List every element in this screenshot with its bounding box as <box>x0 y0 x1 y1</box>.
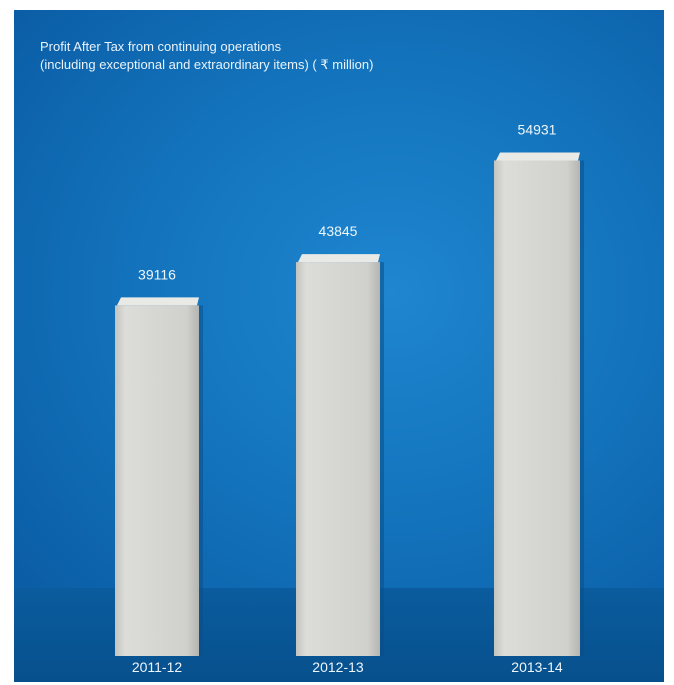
chart-subtitle-line: (including exceptional and extraordinary… <box>40 57 374 72</box>
bar-top <box>496 152 580 161</box>
bar-top <box>117 297 199 306</box>
value-label: 54931 <box>518 121 557 137</box>
bar-shadow <box>578 160 584 657</box>
bar-2012-13 <box>296 254 384 656</box>
bar-2013-14 <box>494 152 584 657</box>
bar-face <box>296 262 380 656</box>
value-label: 43845 <box>319 223 358 239</box>
bar-shadow <box>197 305 203 656</box>
bar-face <box>115 305 199 656</box>
chart-title-line: Profit After Tax from continuing operati… <box>40 39 282 54</box>
category-label: 2013-14 <box>511 659 563 675</box>
chart-title: Profit After Tax from continuing operati… <box>40 38 640 74</box>
category-label: 2012-13 <box>312 659 364 675</box>
chart-panel: Profit After Tax from continuing operati… <box>14 10 664 682</box>
value-label: 39116 <box>138 266 176 282</box>
category-label: 2011-12 <box>132 659 183 675</box>
bar-top <box>298 254 380 263</box>
bar-shadow <box>378 262 384 656</box>
bar-chart: 39116 2011-12 43845 2012-13 54931 2013-14 <box>115 121 584 675</box>
bar-2011-12 <box>115 297 203 656</box>
bar-face <box>494 160 580 657</box>
